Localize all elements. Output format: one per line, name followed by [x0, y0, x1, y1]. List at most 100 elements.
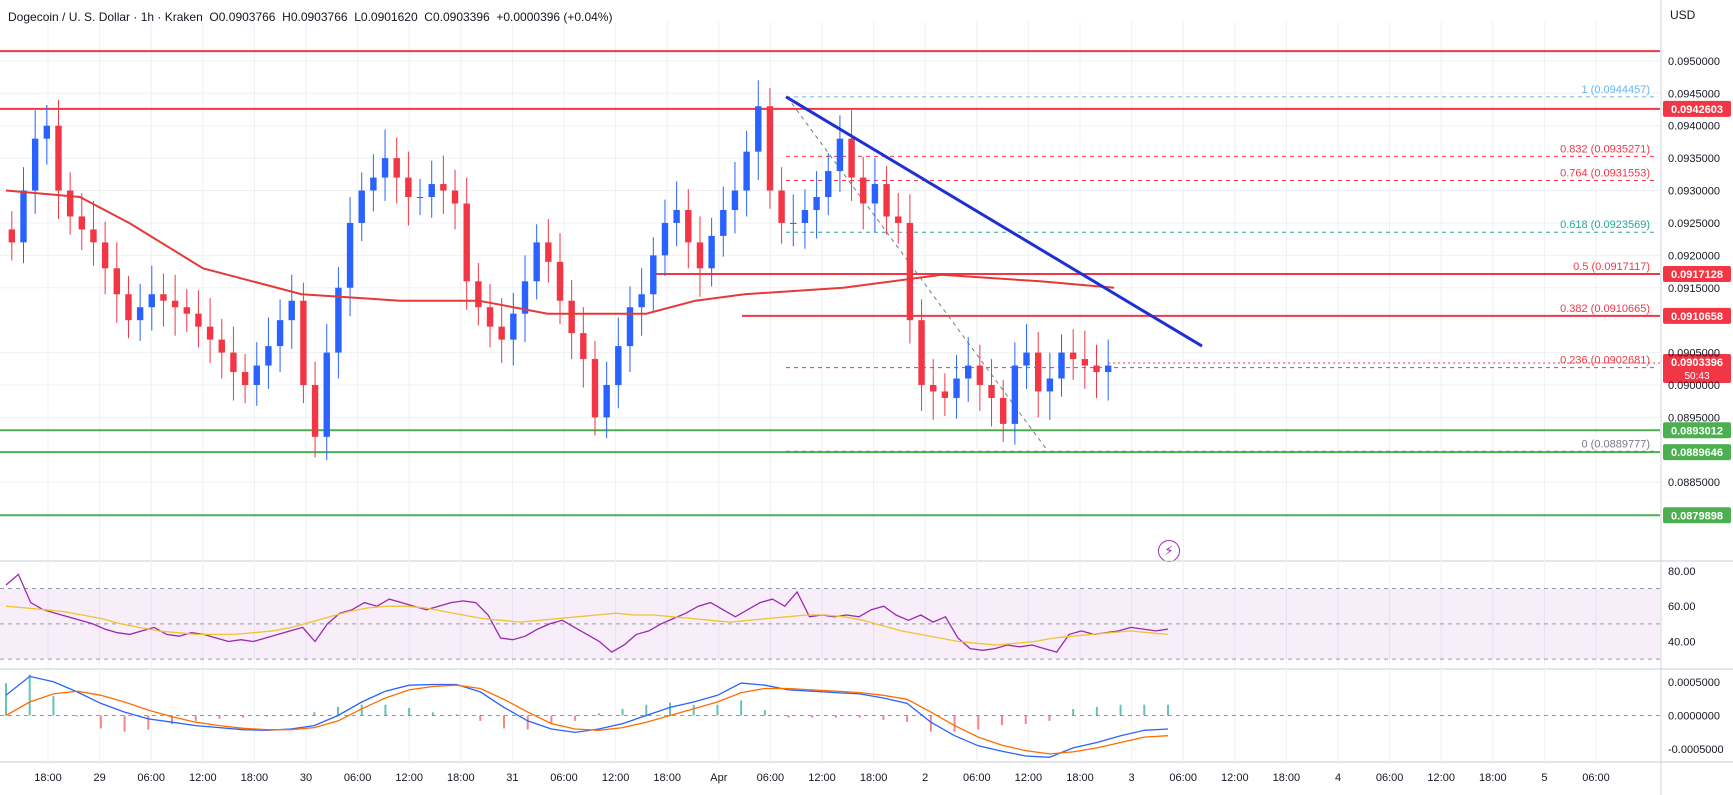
candle-body — [428, 184, 435, 198]
support-tag — [1663, 507, 1731, 524]
macd-hist-bar — [835, 715, 837, 718]
rsi-pane — [5, 573, 1169, 653]
macd-hist-bar — [787, 715, 790, 718]
candle-body — [253, 365, 260, 385]
macd-tick-label: -0.0005000 — [1668, 744, 1724, 756]
candle-body — [731, 190, 739, 210]
macd-hist-bar — [526, 715, 529, 730]
candle-body — [953, 378, 960, 398]
fib-label: 1 (0.0944457) — [1582, 84, 1651, 96]
macd-hist-bar — [1001, 715, 1003, 726]
macd-hist-bar — [147, 715, 150, 730]
candle-body — [661, 222, 669, 256]
candle-body — [638, 294, 645, 308]
support-tag — [1663, 444, 1731, 461]
fib-diagonal — [786, 96, 1049, 452]
candle-body — [323, 352, 330, 437]
candle-body — [195, 313, 202, 327]
candle-body — [708, 235, 715, 269]
candle-body — [183, 307, 190, 314]
macd-hist-bar — [550, 715, 553, 725]
ema-line-path — [5, 189, 1115, 315]
time-tick-label: 30 — [300, 772, 312, 784]
macd-hist-bar — [811, 715, 814, 718]
candle-body — [825, 171, 832, 198]
macd-hist-bar — [645, 704, 648, 716]
macd-hist-bar — [265, 715, 268, 717]
time-tick-label: 12:00 — [602, 772, 630, 784]
candle-body — [941, 391, 949, 398]
candle-body — [848, 138, 855, 178]
candle-body — [241, 372, 249, 385]
fib-label: 0.764 (0.0931553) — [1560, 167, 1650, 179]
macd-hist-bar — [52, 696, 55, 716]
fib-label: 0 (0.0889777) — [1582, 438, 1651, 450]
price-tick-label: 0.0920000 — [1668, 250, 1720, 262]
macd-hist-bar — [597, 713, 600, 716]
time-tick-label: 12:00 — [189, 772, 217, 784]
price-tick-label: 0.0930000 — [1668, 186, 1720, 198]
candle-body — [451, 190, 459, 204]
macd-hist-bar — [76, 715, 79, 717]
candle-body — [55, 125, 62, 191]
currency-label[interactable]: USD — [1670, 8, 1696, 22]
time-tick-label: 31 — [506, 772, 518, 784]
time-tick-label: 06:00 — [137, 772, 165, 784]
resistance-tag-label: 0.0942603 — [1671, 104, 1723, 116]
time-tick-label: 18:00 — [1479, 772, 1507, 784]
time-tick-label: 18:00 — [241, 772, 269, 784]
candle-body — [533, 242, 540, 282]
candle-body — [288, 300, 295, 321]
bearish-trend-line — [785, 95, 1203, 348]
macd-hist-bar — [1024, 715, 1027, 725]
candle-body — [125, 294, 132, 321]
candle-body — [1034, 352, 1042, 392]
candle-body — [358, 190, 365, 223]
macd-pane — [0, 674, 1660, 758]
candle-body — [521, 281, 529, 314]
candle-body — [778, 190, 785, 223]
macd-hist-bar — [123, 715, 126, 732]
candle-body — [346, 222, 354, 288]
price-tick-label: 0.0945000 — [1668, 88, 1720, 100]
candles — [8, 80, 1112, 461]
candle-body — [78, 216, 86, 230]
signal-line — [5, 684, 1169, 755]
macd-hist-bar — [384, 704, 387, 716]
candle-body — [976, 365, 984, 385]
candle-body — [871, 184, 879, 204]
fibonacci-levels: 1 (0.0944457) 0.832 (0.0935271) 0.764 (0.0… — [786, 84, 1655, 452]
candle-body — [685, 209, 692, 243]
macd-hist-bar — [408, 707, 411, 716]
macd-hist-bar — [669, 702, 671, 716]
macd-hist-bar — [99, 715, 102, 729]
candle-body — [836, 138, 844, 172]
time-tick-label: 06:00 — [550, 772, 578, 784]
candle-body — [416, 197, 424, 199]
candle-body — [440, 184, 447, 191]
candle-body — [148, 294, 155, 308]
candle-body — [43, 125, 51, 139]
price-tick-label: 0.0905000 — [1668, 348, 1720, 360]
time-tick-label: 5 — [1541, 772, 1547, 784]
candle-body — [393, 158, 400, 178]
candle-body — [381, 158, 389, 178]
time-tick-label: 2 — [922, 772, 928, 784]
rsi-ma-line — [5, 605, 1169, 646]
rsi-tick-label: 60.00 — [1668, 601, 1696, 613]
macd-hist-bar — [479, 715, 482, 721]
candle-body — [755, 106, 762, 152]
candle-body — [311, 384, 319, 437]
ema-line — [5, 189, 1115, 315]
macd-hist-bar — [503, 715, 505, 729]
candle-body — [965, 365, 972, 379]
time-tick-label: Apr — [710, 772, 727, 784]
candle-body — [591, 359, 599, 418]
candle-body — [743, 151, 750, 191]
candle-body — [545, 242, 552, 262]
macd-hist-bar — [171, 715, 173, 725]
candle-body — [766, 106, 774, 191]
macd-hist-bar — [289, 714, 292, 716]
macd-hist-bar — [977, 715, 980, 730]
